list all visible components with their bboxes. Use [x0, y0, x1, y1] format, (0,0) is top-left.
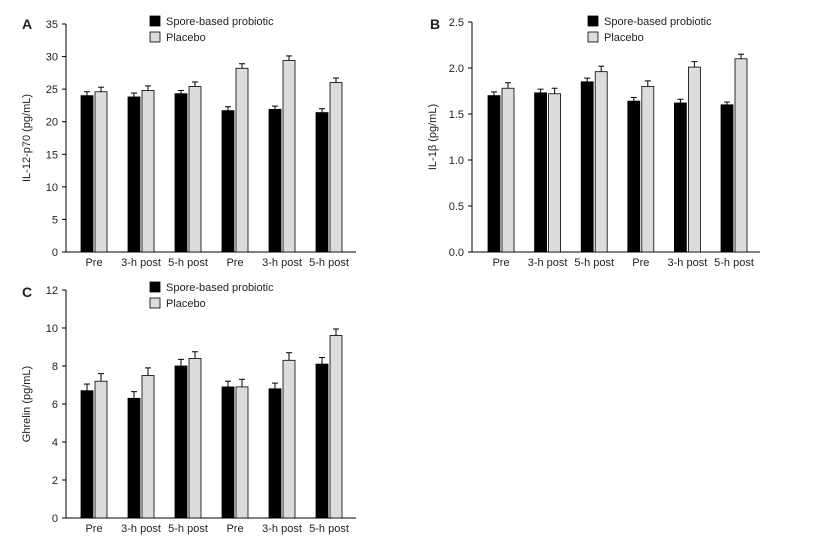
y-tick-label: 0.0: [449, 247, 464, 259]
legend-swatch-probiotic: [149, 281, 161, 293]
y-tick-label: 2.5: [449, 17, 464, 29]
x-tick-label: Pre: [226, 523, 243, 535]
bar-probiotic: [127, 397, 141, 519]
x-tick-label: 5-h post: [714, 257, 754, 269]
x-tick-label: Pre: [85, 523, 102, 535]
y-tick-label: 15: [46, 149, 58, 161]
bar-placebo: [94, 380, 108, 519]
bar-placebo: [329, 335, 343, 519]
bar-probiotic: [627, 100, 641, 253]
panel-label: C: [22, 284, 32, 300]
y-tick-label: 20: [46, 117, 58, 129]
legend-swatch-probiotic: [587, 15, 599, 27]
legend-swatch-placebo: [587, 31, 599, 43]
legend-label: Placebo: [166, 298, 206, 310]
y-tick-label: 10: [46, 182, 58, 194]
bar-probiotic: [720, 104, 734, 253]
bar-placebo: [548, 93, 561, 253]
bar-placebo: [188, 86, 202, 253]
bar-placebo: [594, 71, 608, 253]
x-tick-label: 3-h post: [121, 523, 161, 535]
y-tick-label: 30: [46, 52, 58, 64]
y-tick-label: 12: [46, 285, 58, 297]
bar-placebo: [641, 86, 655, 253]
x-tick-label: Pre: [492, 257, 509, 269]
legend-label: Spore-based probiotic: [166, 16, 274, 28]
bar-placebo: [235, 67, 249, 253]
y-tick-label: 1.0: [449, 155, 464, 167]
bar-probiotic: [315, 112, 329, 253]
x-tick-label: 5-h post: [574, 257, 614, 269]
legend-label: Spore-based probiotic: [166, 282, 274, 294]
y-tick-label: 35: [46, 19, 58, 31]
bar-probiotic: [268, 388, 282, 519]
y-axis-label: Ghrelin (pg/mL): [21, 366, 33, 442]
x-tick-label: 5-h post: [309, 523, 349, 535]
bar-placebo: [282, 359, 296, 519]
bar-placebo: [188, 357, 202, 519]
y-tick-label: 1.5: [449, 109, 464, 121]
bar-probiotic: [127, 96, 141, 253]
bar-placebo: [501, 87, 515, 253]
x-tick-label: 5-h post: [168, 523, 208, 535]
bar-probiotic: [80, 390, 94, 519]
bar-probiotic: [174, 365, 188, 519]
legend-swatch-placebo: [149, 31, 161, 43]
bar-probiotic: [487, 95, 501, 253]
y-tick-label: 2: [52, 475, 58, 487]
x-tick-label: Pre: [226, 257, 243, 269]
legend-label: Placebo: [604, 32, 644, 44]
bar-probiotic: [315, 363, 329, 519]
panel-label: B: [430, 16, 440, 32]
y-tick-label: 10: [46, 323, 58, 335]
x-tick-label: Pre: [632, 257, 649, 269]
legend-swatch-placebo: [149, 297, 161, 309]
bar-placebo: [688, 66, 701, 253]
bar-placebo: [734, 58, 748, 253]
y-axis-label: IL-1β (pg/mL): [427, 104, 439, 170]
bar-probiotic: [80, 95, 94, 253]
bar-placebo: [235, 386, 249, 519]
bar-placebo: [329, 82, 343, 253]
y-tick-label: 5: [52, 214, 58, 226]
chart-panel-c: C 0 2 4 6 8 10 12 Ghrelin (pg/mL) Pre 3-h post 5-h …: [21, 281, 356, 535]
x-tick-label: 3-h post: [528, 257, 568, 269]
chart-panel-b: B 0.0 0.5 1.0 1.5 2.0 2.5 IL-1β (pg/mL) Pre 3-h p…: [427, 15, 760, 269]
bar-probiotic: [221, 110, 235, 253]
legend-label: Placebo: [166, 32, 206, 44]
bar-probiotic: [268, 108, 282, 253]
bar-probiotic: [221, 386, 235, 519]
bar-probiotic: [534, 92, 547, 253]
x-tick-label: 5-h post: [168, 257, 208, 269]
bar-placebo: [141, 90, 155, 253]
bar-probiotic: [174, 93, 188, 253]
x-tick-label: 3-h post: [262, 523, 302, 535]
x-tick-label: 3-h post: [262, 257, 302, 269]
y-tick-label: 6: [52, 399, 58, 411]
y-tick-label: 0: [52, 513, 58, 525]
x-tick-label: 3-h post: [121, 257, 161, 269]
chart-panel-a: A 0 5 10 15 20 25 30 35 IL-12-p70 (pg/mL) Pre 3-h p…: [21, 15, 356, 269]
x-tick-label: 5-h post: [309, 257, 349, 269]
x-tick-label: Pre: [85, 257, 102, 269]
bar-placebo: [94, 91, 108, 253]
y-tick-label: 4: [52, 437, 58, 449]
legend-swatch-probiotic: [149, 15, 161, 27]
panel-label: A: [22, 16, 32, 32]
y-tick-label: 2.0: [449, 63, 464, 75]
x-tick-label: 3-h post: [668, 257, 708, 269]
y-tick-label: 8: [52, 361, 58, 373]
y-axis-label: IL-12-p70 (pg/mL): [21, 94, 33, 182]
bar-probiotic: [674, 102, 687, 253]
bar-placebo: [282, 60, 296, 253]
bar-placebo: [141, 375, 155, 519]
bar-probiotic: [580, 81, 594, 253]
y-tick-label: 0.5: [449, 201, 464, 213]
y-tick-label: 25: [46, 84, 58, 96]
legend-label: Spore-based probiotic: [604, 16, 712, 28]
y-tick-label: 0: [52, 247, 58, 259]
